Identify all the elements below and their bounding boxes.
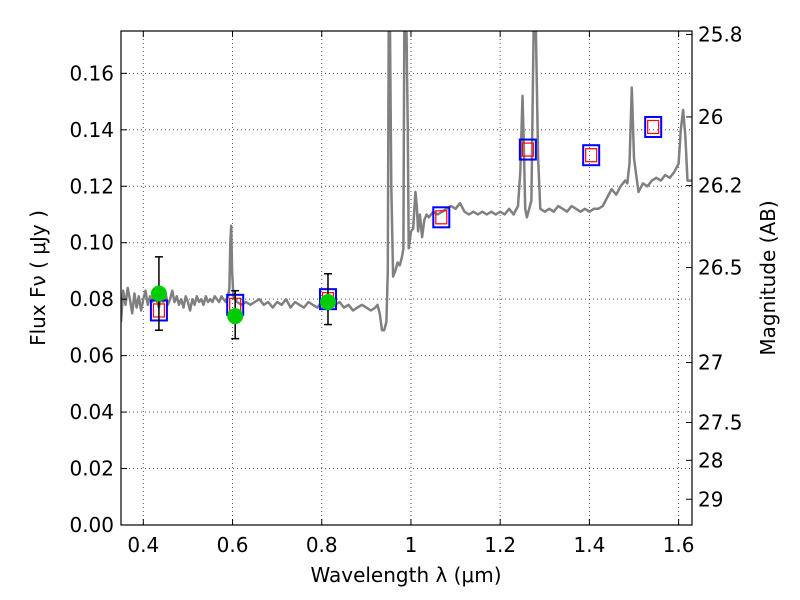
x-axis-title: Wavelength λ (μm)	[310, 563, 501, 587]
y-tick-label: 0.02	[69, 457, 114, 481]
x-tick-label: 0.6	[217, 533, 249, 557]
model-point-box	[582, 144, 601, 167]
y-tick-label: 0.14	[69, 118, 114, 142]
axis-ticks	[121, 31, 692, 526]
model-point-inner	[585, 148, 598, 163]
model-point-box	[432, 206, 451, 229]
mag-tick-label: 25.8	[698, 22, 743, 46]
x-tick-label: 1.6	[663, 533, 695, 557]
sed-model-layer	[121, 31, 692, 332]
observed-point	[227, 308, 244, 325]
y-tick-label: 0.16	[69, 61, 114, 85]
model-point-box	[644, 115, 663, 138]
observed-photometry-layer	[150, 256, 336, 340]
model-point-inner	[435, 210, 448, 225]
mag-tick-label: 26	[698, 105, 723, 129]
y-tick-label: 0.10	[69, 231, 114, 255]
observed-point	[150, 285, 167, 302]
y-tick-label: 0.04	[69, 400, 114, 424]
plot-frame	[120, 30, 693, 526]
observed-point	[319, 293, 336, 310]
x-tick-label: 1.2	[484, 533, 516, 557]
mag-tick-label: 27	[698, 351, 723, 375]
mag-tick-label: 26.2	[698, 174, 743, 198]
model-photometry-layer	[149, 115, 663, 322]
model-point-inner	[521, 142, 534, 157]
mag-tick-label: 27.5	[698, 411, 743, 435]
x-tick-label: 0.4	[127, 533, 159, 557]
model-point-inner	[647, 119, 660, 135]
sed-model-line	[121, 31, 692, 332]
y-axis-title: Flux Fν ( μJy )	[26, 210, 50, 346]
mag-tick-label: 26.5	[698, 256, 743, 280]
model-point-box	[518, 138, 537, 161]
mag-tick-label: 28	[698, 448, 723, 472]
x-tick-label: 1	[405, 533, 418, 557]
y-tick-label: 0.06	[69, 344, 114, 368]
x-tick-label: 0.8	[306, 533, 338, 557]
y-tick-label: 0.12	[69, 174, 114, 198]
right-axis-title: Magnitude (AB)	[756, 200, 780, 355]
y-tick-label: 0.00	[69, 513, 114, 537]
mag-tick-label: 29	[698, 487, 723, 511]
tick-labels: 0.4 0.6 0.8 1 1.2 1.4 1.6 0.00 0.02 0.04 0.06 0.08 0…	[69, 22, 742, 557]
y-tick-label: 0.08	[69, 287, 114, 311]
x-tick-label: 1.4	[573, 533, 605, 557]
